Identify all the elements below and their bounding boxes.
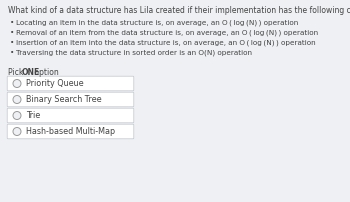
FancyBboxPatch shape: [7, 92, 134, 107]
Text: Removal of an item from the data structure is, on average, an O ( log (N) ) oper: Removal of an item from the data structu…: [16, 30, 318, 37]
Text: option: option: [32, 68, 59, 77]
Text: •: •: [10, 30, 14, 36]
Text: Pick: Pick: [8, 68, 26, 77]
Text: Locating an item in the data structure is, on average, an O ( log (N) ) operatio: Locating an item in the data structure i…: [16, 20, 298, 26]
Text: Traversing the data structure in sorted order is an O(N) operation: Traversing the data structure in sorted …: [16, 50, 252, 57]
FancyBboxPatch shape: [7, 76, 134, 91]
Text: •: •: [10, 50, 14, 56]
FancyBboxPatch shape: [7, 108, 134, 123]
Text: Hash-based Multi-Map: Hash-based Multi-Map: [26, 127, 115, 136]
Text: Trie: Trie: [26, 111, 40, 120]
Text: •: •: [10, 40, 14, 46]
Text: What kind of a data structure has Lila created if their implementation has the f: What kind of a data structure has Lila c…: [8, 6, 350, 15]
Text: Insertion of an item into the data structure is, on average, an O ( log (N) ) op: Insertion of an item into the data struc…: [16, 40, 316, 46]
Text: Binary Search Tree: Binary Search Tree: [26, 95, 102, 104]
Circle shape: [13, 112, 21, 120]
Circle shape: [13, 127, 21, 136]
Text: ONE: ONE: [22, 68, 40, 77]
Circle shape: [13, 80, 21, 87]
FancyBboxPatch shape: [7, 124, 134, 139]
Text: Priority Queue: Priority Queue: [26, 79, 84, 88]
Circle shape: [13, 96, 21, 103]
Text: •: •: [10, 20, 14, 26]
